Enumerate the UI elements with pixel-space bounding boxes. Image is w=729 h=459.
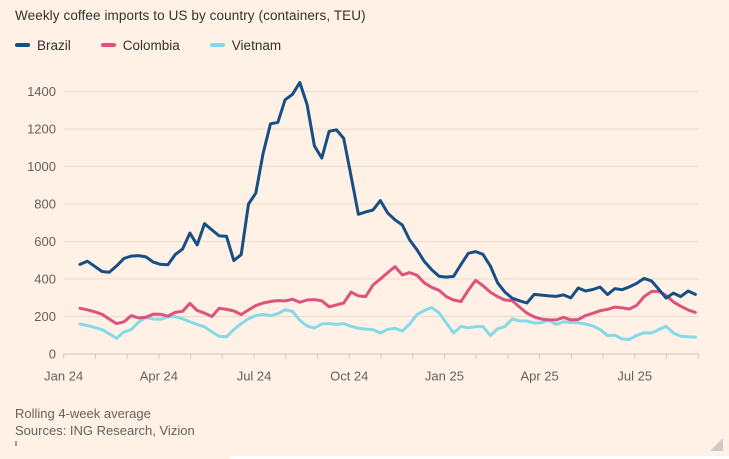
colombia-swatch-icon	[100, 43, 116, 47]
y-tick-label-1000: 1000	[27, 159, 56, 174]
legend-item-vietnam: Vietnam	[209, 37, 282, 53]
legend-label-vietnam: Vietnam	[231, 37, 282, 53]
resize-grip-icon[interactable]	[710, 438, 723, 451]
y-tick-label-200: 200	[34, 309, 56, 324]
x-axis	[63, 353, 699, 359]
y-tick-label-400: 400	[34, 272, 56, 287]
brazil-swatch-icon	[15, 43, 30, 47]
x-tick-label: Apr 25	[520, 369, 558, 384]
sources-note: Sources: ING Research, Vizion	[15, 423, 195, 438]
y-tick-label-800: 800	[34, 197, 56, 212]
vietnam-line	[78, 306, 697, 341]
y-tick-label-1400: 1400	[27, 84, 56, 99]
x-tick-label: Jan 24	[44, 369, 83, 384]
brazil-line	[78, 81, 697, 305]
x-tick-label: Apr 24	[140, 369, 178, 384]
legend-label-brazil: Brazil	[37, 37, 71, 53]
x-tick-label: Jul 25	[617, 369, 652, 384]
chart-title: Weekly coffee imports to US by country (…	[15, 8, 366, 23]
text-cursor-artifact	[15, 441, 17, 446]
vietnam-swatch-icon	[209, 43, 225, 47]
y-tick-label-600: 600	[34, 234, 56, 249]
x-tick-label: Oct 24	[330, 369, 368, 384]
y-tick-label-0: 0	[49, 347, 56, 362]
legend-item-colombia: Colombia	[100, 37, 180, 53]
colombia-line	[78, 265, 697, 326]
y-axis-labels: 0 200 400 600 800 1000 1200 1400	[27, 84, 56, 362]
legend-label-colombia: Colombia	[122, 37, 180, 53]
legend: Brazil Colombia Vietnam	[15, 36, 281, 54]
x-tick-label: Jan 25	[425, 369, 464, 384]
y-tick-label-1200: 1200	[27, 122, 56, 137]
x-tick-label: Jul 24	[237, 369, 272, 384]
bottom-window-strip	[230, 456, 729, 459]
legend-item-brazil: Brazil	[15, 38, 71, 53]
footnote: Rolling 4-week average	[15, 406, 151, 421]
x-axis-labels: Jan 24 Apr 24 Jul 24 Oct 24 Jan 25 Apr 25 Jul …	[44, 369, 652, 384]
